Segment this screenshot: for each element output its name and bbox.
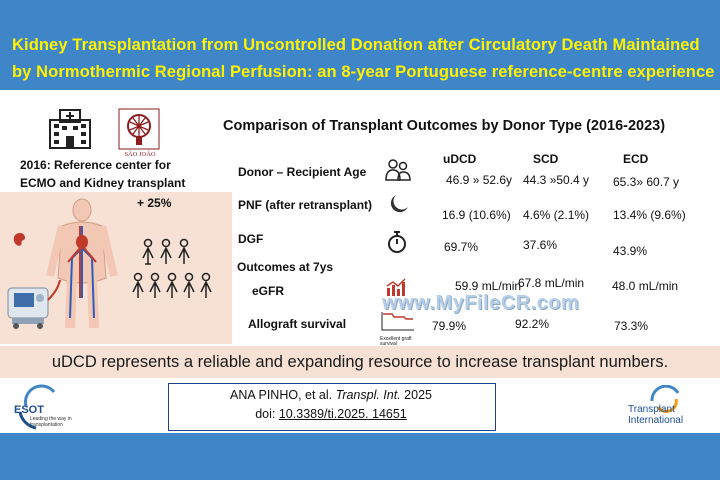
kidney-icon — [13, 233, 25, 246]
cell-age-udcd: 46.9 » 52.6y — [446, 173, 513, 187]
cell-egfr-ecd: 48.0 mL/min — [612, 279, 679, 293]
row-label-egfr: eGFR — [252, 284, 285, 298]
cell-allograft-ecd: 73.3% — [614, 319, 649, 333]
cell-dgf-ecd: 43.9% — [613, 244, 648, 258]
stopwatch-icon — [388, 231, 406, 253]
row-label-dgf: DGF — [238, 232, 264, 246]
title-line-2: by Normothermic Regional Perfusion: an 8… — [12, 63, 715, 81]
esot-tagline: Leading the way in transplantation — [30, 416, 72, 428]
survival-curve-icon — [381, 312, 414, 331]
increase-badge: + 25% — [137, 196, 172, 210]
esot-logo-icon — [18, 384, 56, 430]
cell-allograft-udcd: 79.9% — [432, 319, 467, 333]
watermark-text: www.MyFileCR.com — [382, 292, 580, 314]
citation-journal: Transpl. Int. — [335, 388, 401, 402]
conclusion-band — [0, 346, 720, 378]
sao-joao-logo-icon — [118, 108, 160, 150]
cell-pnf-udcd: 16.9 (10.6%) — [442, 208, 511, 222]
moon-icon — [390, 195, 408, 213]
two-people-icon — [385, 159, 411, 181]
cell-allograft-scd: 92.2% — [515, 317, 550, 331]
citation-authors: ANA PINHO, et al. — [230, 388, 336, 402]
reference-line-2: ECMO and Kidney transplant — [20, 176, 186, 190]
column-header-udcd: uDCD — [443, 152, 477, 166]
reference-line-1: 2016: Reference center for — [20, 158, 171, 172]
cell-dgf-scd: 37.6% — [523, 238, 558, 252]
people-group-icon — [132, 238, 212, 298]
row-label-allograft: Allograft survival — [248, 317, 347, 331]
citation-doi-prefix: doi: — [255, 407, 279, 421]
ecmo-machine-icon — [7, 280, 61, 329]
citation-doi-line: doi: 10.3389/ti.2025. 14651 — [168, 407, 494, 421]
outcomes-subheading: Outcomes at 7ys — [237, 260, 334, 274]
poster-title: Kidney Transplantation from Uncontrolled… — [12, 32, 720, 86]
row-label-pnf: PNF (after retransplant) — [238, 198, 373, 212]
row-label-age: Donor – Recipient Age — [238, 165, 367, 179]
cell-dgf-udcd: 69.7% — [444, 240, 479, 254]
transplant-international-logo-icon — [650, 385, 680, 413]
esot-logo-text: ESOT — [14, 404, 44, 416]
cell-age-scd: 44.3 »50.4 y — [523, 173, 590, 187]
comparison-title: Comparison of Transplant Outcomes by Don… — [223, 118, 666, 134]
cell-age-ecd: 65.3» 60.7 y — [613, 175, 680, 189]
column-header-ecd: ECD — [623, 152, 649, 166]
citation-authors-line: ANA PINHO, et al. Transpl. Int. 2025 — [168, 388, 494, 402]
cell-pnf-scd: 4.6% (2.1%) — [523, 208, 590, 222]
citation-doi-link[interactable]: 10.3389/ti.2025. 14651 — [278, 407, 407, 421]
conclusion-text: uDCD represents a reliable and expanding… — [51, 353, 669, 371]
citation-year: 2025 — [400, 388, 432, 402]
graft-icon-caption: Excellent graft survival — [380, 336, 412, 347]
cell-pnf-ecd: 13.4% (9.6%) — [613, 208, 686, 222]
hospital-icon — [49, 109, 91, 149]
human-body-illustration — [46, 198, 118, 329]
column-header-scd: SCD — [533, 152, 559, 166]
sao-joao-logo-text: SÃO JOÃO — [124, 151, 156, 158]
cell-egfr-udcd: 59.9 mL/min — [455, 279, 522, 293]
title-line-1: Kidney Transplantation from Uncontrolled… — [12, 36, 700, 54]
ti-line-1: Transplant — [628, 404, 675, 415]
cell-egfr-scd: 67.8 mL/min — [518, 276, 585, 290]
ti-line-2: International — [628, 415, 684, 426]
transplant-international-text: Transplant International — [628, 404, 714, 426]
reference-center-text: 2016: Reference center for ECMO and Kidn… — [20, 156, 230, 192]
citation-box — [168, 383, 496, 431]
header-banner — [0, 0, 720, 88]
trend-chart-icon — [386, 278, 406, 296]
graft-survival-icon: Excellent graft survival — [380, 310, 416, 347]
